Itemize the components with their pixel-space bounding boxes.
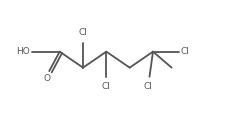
Text: Cl: Cl (144, 82, 153, 91)
Text: Cl: Cl (181, 47, 190, 56)
Text: HO: HO (16, 47, 29, 56)
Text: Cl: Cl (79, 28, 88, 37)
Text: O: O (43, 75, 50, 84)
Text: Cl: Cl (102, 82, 111, 91)
